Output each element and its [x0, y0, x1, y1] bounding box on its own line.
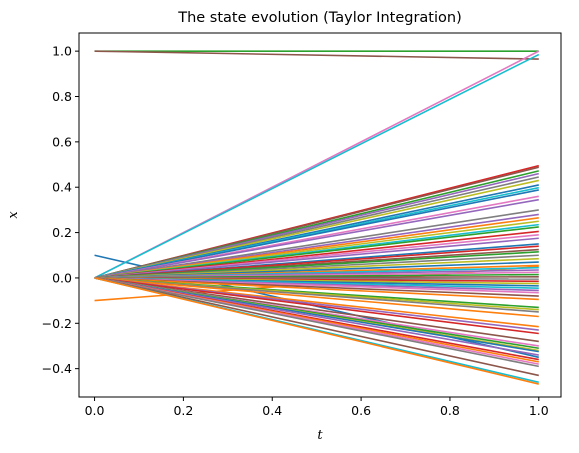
series-line-65	[94, 277, 539, 368]
x-tick-label: 0.0	[85, 403, 105, 418]
series-line-6	[94, 53, 540, 279]
series-line-55	[94, 277, 539, 335]
y-tick-label: 0.2	[52, 225, 72, 240]
x-tick-label: 0.8	[440, 403, 460, 418]
series-line-68	[94, 277, 539, 385]
y-tick-label: 0.6	[52, 134, 72, 149]
y-tick-label: −0.2	[42, 316, 72, 331]
x-tick-label: 0.6	[351, 403, 371, 418]
series-line-15	[94, 189, 539, 279]
series-line-66	[94, 277, 539, 377]
plot-frame	[78, 32, 562, 398]
x-tick-label: 0.4	[262, 403, 282, 418]
y-tick-label: −0.4	[42, 361, 72, 376]
series-line-48	[94, 277, 539, 301]
x-axis-ticks: 0.0 0.2 0.4 0.6 0.8 1.0	[85, 397, 549, 418]
y-tick-label: 0.4	[52, 180, 72, 195]
series-line-26	[94, 237, 539, 279]
series-line-52	[94, 277, 539, 318]
y-axis-ticks: −0.4 −0.2 0.0 0.2 0.4 0.6 0.8 1.0	[42, 44, 79, 376]
chart-title: The state evolution (Taylor Integration)	[177, 10, 462, 26]
y-tick-label: 0.0	[52, 270, 72, 285]
x-axis-label: t	[317, 428, 323, 443]
x-tick-label: 1.0	[529, 403, 549, 418]
series-layer	[94, 50, 540, 385]
x-tick-label: 0.2	[173, 403, 193, 418]
y-tick-label: 0.8	[52, 89, 72, 104]
y-tick-label: 1.0	[52, 44, 72, 59]
series-line-4	[94, 50, 539, 60]
series-line-17	[94, 198, 539, 279]
y-axis-label: x	[6, 211, 21, 219]
